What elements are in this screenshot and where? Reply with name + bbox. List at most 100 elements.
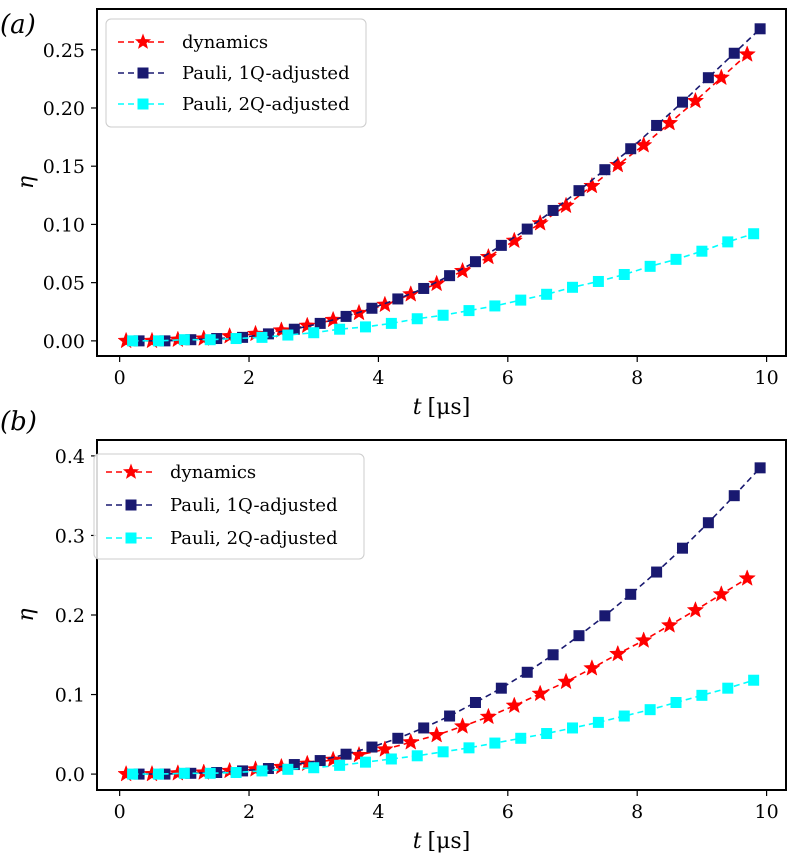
data-point (599, 164, 611, 176)
data-point (515, 732, 527, 744)
data-point (133, 335, 145, 347)
data-point (676, 96, 688, 108)
legend-box (105, 18, 367, 128)
data-point (541, 288, 553, 300)
data-point (411, 750, 423, 762)
data-point (696, 689, 708, 701)
panel-label: (a) (0, 10, 36, 40)
legend: dynamics Pauli, 1Q-adjusted Pauli, 2Q-adju… (93, 453, 365, 560)
data-point (204, 334, 216, 346)
y-tick-label: 0.20 (43, 98, 85, 120)
data-point (127, 335, 139, 347)
data-point (262, 328, 274, 340)
x-tick-label: 10 (754, 367, 778, 389)
data-point (505, 696, 524, 714)
data-point (469, 697, 481, 708)
data-point (127, 768, 139, 780)
y-tick-label: 0.2 (55, 605, 85, 627)
data-point (489, 737, 501, 749)
data-point (738, 45, 756, 62)
data-point (340, 748, 352, 760)
data-point (728, 47, 740, 59)
x-tick-label: 4 (372, 801, 384, 823)
x-axis-unit: [μs] (428, 829, 471, 854)
legend-item: Pauli, 2Q-adjusted (118, 94, 350, 115)
data-point (314, 755, 326, 767)
data-point (185, 334, 197, 346)
data-point (712, 68, 731, 86)
legend-item: dynamics (106, 462, 256, 483)
y-axis-label: η (14, 176, 39, 189)
data-point (670, 697, 682, 708)
data-point (178, 767, 190, 779)
data-point (392, 732, 404, 744)
legend-label: Pauli, 1Q-adjusted (182, 63, 350, 84)
data-point (583, 176, 601, 194)
legend-marker-square-icon (125, 532, 137, 544)
x-tick-label: 8 (631, 801, 643, 823)
data-point (651, 119, 663, 131)
y-tick-label: 0.1 (55, 685, 85, 707)
data-point (712, 585, 731, 602)
legend-item: dynamics (118, 32, 268, 53)
axes-frame (96, 8, 787, 357)
data-point (670, 253, 682, 265)
data-point (634, 631, 653, 648)
data-point (547, 204, 559, 216)
data-point (625, 143, 637, 155)
data-point (366, 741, 378, 753)
data-point (402, 733, 420, 750)
x-tick-label: 0 (114, 801, 126, 823)
data-point (437, 746, 449, 758)
data-point (256, 765, 268, 777)
data-point (531, 684, 549, 702)
data-point (282, 329, 294, 341)
data-point (479, 247, 498, 265)
data-point (237, 331, 249, 343)
y-tick-label: 0.4 (55, 446, 85, 468)
data-point (573, 185, 585, 197)
data-point (288, 759, 300, 771)
legend-label: dynamics (170, 462, 256, 483)
data-point (444, 710, 456, 722)
data-point (334, 759, 346, 771)
data-point (625, 588, 637, 600)
data-point (660, 113, 679, 131)
data-point (308, 327, 320, 339)
series-line (126, 577, 748, 775)
y-tick-label: 0.00 (43, 331, 85, 353)
data-point (152, 335, 164, 347)
data-point (521, 223, 533, 235)
data-point (340, 310, 352, 322)
data-point (453, 261, 472, 279)
data-point (547, 649, 559, 661)
series-line (132, 232, 754, 342)
x-tick-label: 6 (502, 367, 514, 389)
data-point (427, 274, 446, 292)
data-point (314, 317, 326, 329)
data-point (754, 462, 766, 474)
series-pauli-2q-adjusted (127, 228, 760, 347)
data-point (599, 610, 611, 622)
data-point (722, 682, 734, 694)
x-tick-label: 10 (754, 801, 778, 823)
data-point (521, 666, 533, 678)
data-point (324, 310, 342, 328)
data-point (334, 323, 346, 335)
data-point (211, 333, 223, 345)
legend-box (93, 453, 365, 560)
data-point (609, 155, 627, 173)
data-point (392, 293, 404, 305)
x-tick-label: 4 (372, 367, 384, 389)
legend-label: Pauli, 1Q-adjusted (170, 495, 338, 516)
panel-label: (b) (0, 407, 37, 437)
x-axis-label: t [μs] (413, 395, 471, 420)
data-point (418, 282, 430, 294)
legend-marker-square-icon (137, 98, 149, 110)
data-point (515, 294, 527, 306)
data-point (444, 270, 456, 282)
data-point (359, 756, 371, 768)
data-point (609, 644, 627, 662)
data-point (237, 765, 249, 777)
data-point (686, 601, 705, 618)
